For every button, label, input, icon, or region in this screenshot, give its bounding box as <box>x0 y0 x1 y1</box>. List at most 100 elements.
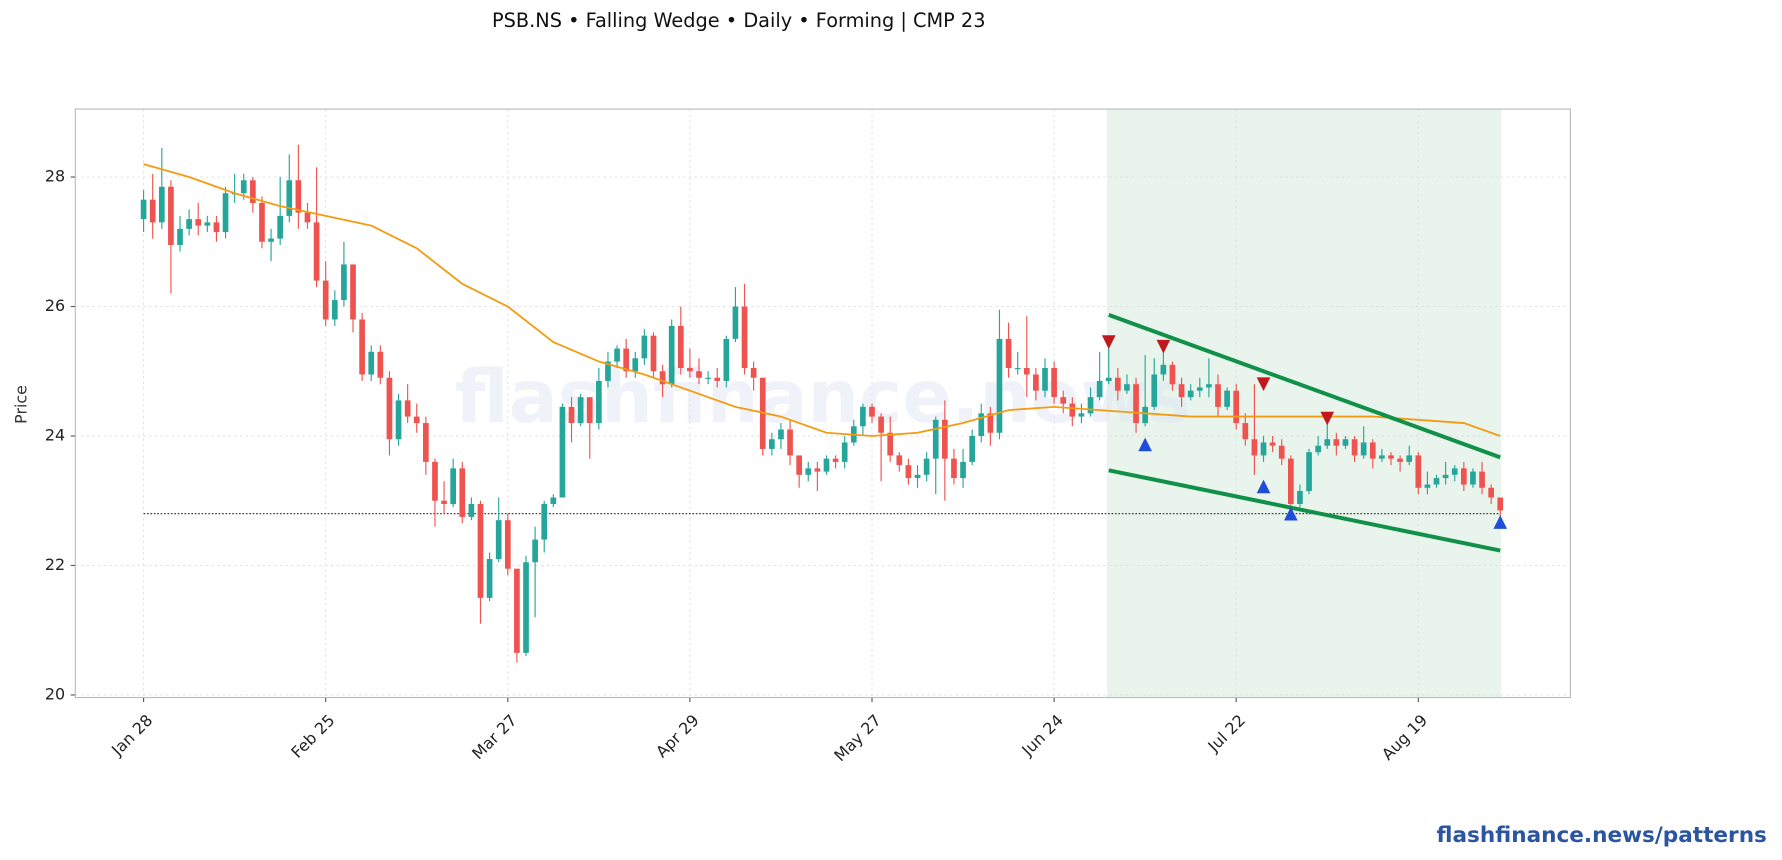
candle-body <box>568 406 575 424</box>
candle-body <box>841 442 848 462</box>
candle-body <box>1287 458 1294 504</box>
candle-body <box>1115 377 1121 391</box>
footer: flashfinance.news/patterns <box>1436 823 1766 848</box>
candle-body <box>1388 455 1394 459</box>
candle-body <box>996 338 1003 433</box>
candle-body <box>596 380 602 424</box>
candle-body <box>1142 406 1148 424</box>
candle-body <box>1087 397 1094 414</box>
candle-body <box>1497 497 1504 511</box>
candle-body <box>1151 374 1158 407</box>
candle-body <box>1196 387 1203 391</box>
candle-body <box>878 416 884 433</box>
candle-body <box>1224 390 1230 407</box>
pattern-region <box>1106 109 1502 698</box>
candle-body <box>723 338 730 381</box>
candle-body <box>377 351 384 378</box>
candle-body <box>286 180 293 216</box>
candle-body <box>468 503 475 517</box>
candle-body <box>987 413 994 433</box>
candle-body <box>1042 368 1048 391</box>
candle-body <box>168 186 174 246</box>
candle-body <box>268 238 274 242</box>
candle-body <box>341 264 347 301</box>
candle-body <box>1233 390 1240 424</box>
candle-body <box>404 400 411 417</box>
candle-body <box>1278 445 1285 459</box>
candle-body <box>1014 368 1021 370</box>
y-tick-label: 20 <box>45 684 65 703</box>
y-tick-label: 28 <box>45 167 65 186</box>
swing-low-marker <box>1493 515 1508 529</box>
x-tick-label: Apr 29 <box>652 711 703 762</box>
candle-body <box>942 419 948 459</box>
candle-body <box>687 368 693 372</box>
candle-body <box>860 406 866 427</box>
candle-body <box>204 222 211 226</box>
candle-body <box>805 468 812 475</box>
candle-body <box>177 228 183 246</box>
x-tick-label: Jul 22 <box>1203 711 1249 757</box>
candle-body <box>659 371 666 385</box>
candle-body <box>1242 423 1249 440</box>
candle-body <box>413 416 420 424</box>
candle-body <box>1096 380 1103 398</box>
candle-body <box>1415 455 1422 488</box>
candle-body <box>441 500 447 504</box>
candle-body <box>259 202 265 242</box>
candle-body <box>887 432 894 456</box>
candle-body <box>1206 384 1212 388</box>
watermark: flashfinance.news <box>455 356 1191 440</box>
candle-body <box>322 280 329 320</box>
candle-body <box>304 212 311 223</box>
candle-body <box>423 423 429 462</box>
candle-body <box>514 568 520 653</box>
candle-body <box>1069 403 1076 417</box>
candle-body <box>1160 364 1167 375</box>
swing-high-marker <box>1320 411 1335 426</box>
candle-body <box>1260 442 1267 456</box>
y-tick-label: 22 <box>45 555 65 574</box>
candle-body <box>1060 397 1067 404</box>
chart-title: PSB.NS • Falling Wedge • Daily • Forming… <box>492 9 985 32</box>
candle-body <box>650 335 657 372</box>
x-tick-label: Mar 27 <box>468 711 521 764</box>
candle-body <box>632 358 639 372</box>
candle-body <box>213 222 220 233</box>
candle-body <box>1488 487 1494 498</box>
candle-body <box>1333 439 1340 446</box>
swing-low-marker <box>1284 506 1298 521</box>
candle-body <box>1342 439 1349 446</box>
candle-body <box>1406 455 1413 462</box>
swing-low-marker <box>1138 437 1152 452</box>
candle-body <box>186 219 192 229</box>
candle-body <box>605 361 611 381</box>
candle-body <box>978 413 985 436</box>
candle-body <box>1324 439 1331 446</box>
candle-body <box>905 465 912 479</box>
candle-body <box>486 559 493 598</box>
candle-body <box>969 435 976 462</box>
candle-body <box>532 539 538 563</box>
swing-high-marker <box>1156 339 1171 354</box>
candle-body <box>523 562 529 653</box>
candle-body <box>732 306 739 339</box>
candle-body <box>1078 413 1085 417</box>
candle-body <box>195 219 202 226</box>
candle-body <box>1178 384 1185 398</box>
x-tick-label: Jun 24 <box>1017 711 1067 761</box>
candle-body <box>668 325 675 385</box>
candle-body <box>1051 368 1057 398</box>
candle-body <box>386 377 393 440</box>
candle-body <box>1451 468 1458 475</box>
candle-body <box>495 520 502 560</box>
candle-body <box>586 397 593 424</box>
candle-body <box>623 348 630 372</box>
candle-body <box>705 377 711 379</box>
y-tick-label: 24 <box>45 425 65 444</box>
candle-body <box>1023 368 1030 375</box>
candle-body <box>1187 390 1194 398</box>
x-tick-label: May 27 <box>830 711 885 766</box>
candle-body <box>832 458 839 462</box>
